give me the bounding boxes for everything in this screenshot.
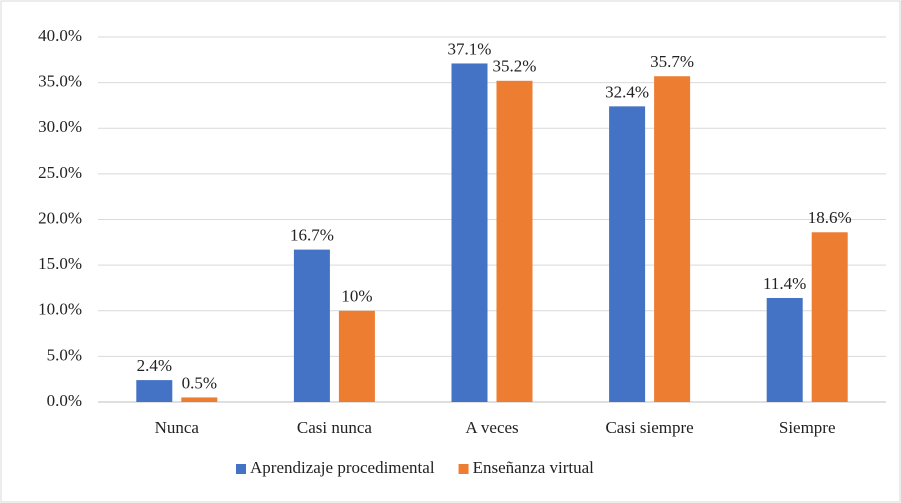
bar: [496, 80, 533, 403]
x-tick-label: Siempre: [779, 418, 836, 437]
legend-label: Enseñanza virtual: [473, 458, 595, 477]
data-label: 0.5%: [182, 373, 217, 392]
y-tick-label: 15.0%: [38, 254, 82, 273]
bar: [609, 106, 646, 402]
y-tick-label: 40.0%: [38, 26, 82, 45]
bar: [811, 232, 848, 402]
data-label: 35.7%: [650, 52, 694, 71]
x-tick-label: Casi nunca: [297, 418, 373, 437]
bar: [293, 249, 330, 402]
y-tick-label: 30.0%: [38, 117, 82, 136]
y-tick-label: 5.0%: [47, 345, 82, 364]
x-tick-label: Nunca: [155, 418, 200, 437]
data-label: 18.6%: [808, 208, 852, 227]
bar: [338, 310, 375, 402]
bar: [181, 397, 218, 402]
data-label: 16.7%: [290, 226, 334, 245]
data-label: 37.1%: [448, 39, 492, 58]
x-tick-label: A veces: [465, 418, 518, 437]
data-label: 32.4%: [605, 82, 649, 101]
y-tick-label: 25.0%: [38, 163, 82, 182]
data-label: 10%: [341, 287, 372, 306]
x-tick-label: Casi siempre: [605, 418, 693, 437]
bar: [766, 297, 803, 402]
y-tick-label: 35.0%: [38, 72, 82, 91]
data-label: 2.4%: [137, 356, 172, 375]
y-tick-label: 20.0%: [38, 208, 82, 227]
legend-swatch: [458, 464, 469, 474]
legend-label: Aprendizaje procedimental: [250, 458, 435, 477]
y-tick-label: 0.0%: [47, 391, 82, 410]
bar: [654, 76, 691, 403]
legend-swatch: [236, 464, 246, 474]
bar: [136, 380, 173, 402]
y-tick-label: 10.0%: [38, 300, 82, 319]
data-label: 11.4%: [763, 274, 806, 293]
bar: [451, 63, 488, 403]
data-label: 35.2%: [493, 57, 537, 76]
